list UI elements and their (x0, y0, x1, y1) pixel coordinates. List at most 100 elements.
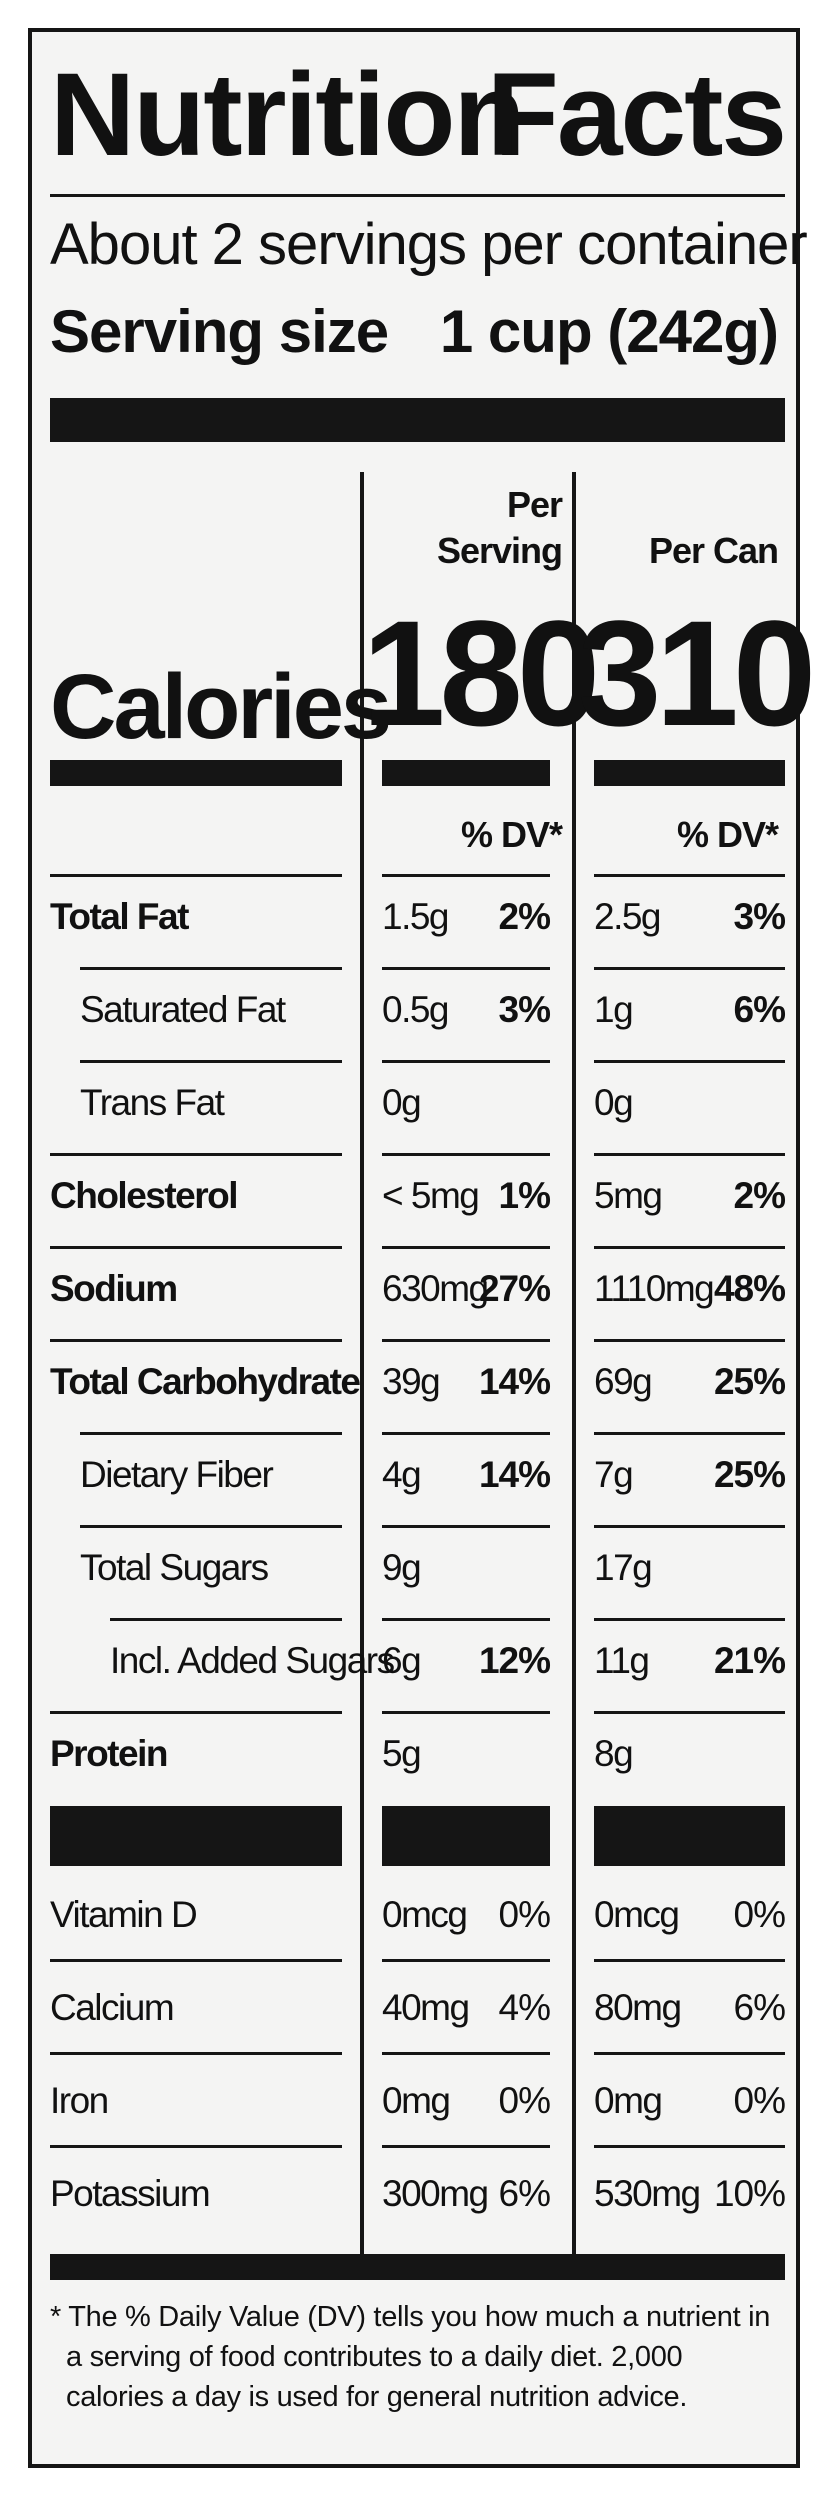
serving-dv: 3% (498, 989, 551, 1030)
calories-per-can: 310 (578, 589, 816, 757)
vitamin-bar-serving (382, 1806, 550, 1866)
serving-dv: 14% (478, 1361, 551, 1402)
vitamin-row-divider-name (50, 2145, 342, 2148)
serving-amount: 39g (382, 1361, 441, 1402)
row-divider-serving (382, 1246, 550, 1249)
nutrient-name: Total Sugars (80, 1547, 269, 1588)
daily-value-footnote: * The % Daily Value (DV) tells you how m… (50, 2297, 790, 2417)
row-divider-can (594, 1711, 785, 1714)
vitamin-name: Calcium (50, 1987, 175, 2028)
column-separator-serving (360, 472, 364, 2254)
nutrient-name: Saturated Fat (80, 989, 286, 1030)
can-amount: 7g (594, 1454, 634, 1495)
nutrient-name: Dietary Fiber (80, 1454, 274, 1495)
row-divider-can (594, 874, 785, 877)
vitamin-name: Iron (50, 2080, 109, 2121)
per-can-header: Per Can (648, 530, 779, 571)
row-divider-name (50, 1711, 342, 1714)
serving-dv: 2% (498, 896, 551, 937)
row-divider-can (594, 967, 785, 970)
row-divider-name (80, 1432, 342, 1435)
vitamin-row-divider-serving (382, 2052, 550, 2055)
footnote-line-1: * The % Daily Value (DV) tells you how m… (50, 2301, 771, 2333)
vitamin-row-divider-name (50, 1959, 342, 1962)
vitamin-can-amount: 0mg (594, 2080, 663, 2121)
nutrient-name: Protein (50, 1733, 168, 1774)
nutrient-name: Incl. Added Sugars (110, 1640, 395, 1681)
row-divider-name (50, 1339, 342, 1342)
can-dv: 25% (713, 1361, 786, 1402)
nutrient-name: Trans Fat (80, 1082, 225, 1123)
thick-divider-bottom (50, 2254, 785, 2280)
row-divider-serving (382, 1525, 550, 1528)
nutrition-facts-panel: Nutrition Facts About 2 servings per con… (28, 28, 816, 2468)
column-separator-can (572, 472, 576, 2254)
serving-amount: 0g (382, 1082, 422, 1123)
row-divider-name (80, 967, 342, 970)
serving-size-value: 1 cup (242g) (439, 298, 779, 365)
vitamin-serving-amount: 0mcg (382, 1894, 468, 1935)
can-amount: 11g (594, 1640, 650, 1681)
vitamin-can-amount: 530mg (594, 2173, 701, 2214)
vitamin-can-dv: 10% (713, 2173, 786, 2214)
vitamin-bar-can (594, 1806, 785, 1866)
row-divider-name (50, 874, 342, 877)
vitamin-row-divider-can (594, 1959, 785, 1962)
serving-amount: 5g (382, 1733, 422, 1774)
row-divider-name (80, 1060, 342, 1063)
vitamin-serving-dv: 4% (498, 1987, 551, 2028)
serving-dv: 12% (478, 1640, 551, 1681)
can-dv: 21% (713, 1640, 786, 1681)
vitamin-serving-amount: 300mg (382, 2173, 489, 2214)
row-divider-name (50, 1153, 342, 1156)
calories-per-serving: 180 (362, 589, 600, 757)
serving-amount: 0.5g (382, 989, 450, 1030)
dv-header-serving: % DV* (460, 814, 563, 855)
can-dv: 6% (733, 989, 786, 1030)
vitamin-row-divider-can (594, 2052, 785, 2055)
can-amount: 8g (594, 1733, 634, 1774)
can-dv: 25% (713, 1454, 786, 1495)
row-divider-can (594, 1153, 785, 1156)
vitamin-row-divider-can (594, 2145, 785, 2148)
row-divider-can (594, 1525, 785, 1528)
row-divider-serving (382, 1060, 550, 1063)
vitamin-row-divider-name (50, 2052, 342, 2055)
vitamin-row-divider-serving (382, 2145, 550, 2148)
vitamin-serving-amount: 40mg (382, 1987, 470, 2028)
row-divider-serving (382, 874, 550, 877)
vitamin-can-amount: 0mcg (594, 1894, 680, 1935)
row-divider-serving (382, 1153, 550, 1156)
calories-bar-can (594, 760, 785, 786)
serving-amount: 1.5g (382, 896, 450, 937)
serving-amount: 630mg (382, 1268, 489, 1309)
per-serving-header-line1: Per (506, 484, 563, 525)
calories-label: Calories (50, 656, 392, 758)
title-word-facts: Facts (486, 49, 787, 181)
footnote-line-3: calories a day is used for general nutri… (66, 2381, 688, 2413)
nutrient-name: Total Carbohydrate (50, 1361, 361, 1402)
vitamin-row-divider-serving (382, 1959, 550, 1962)
can-amount: 1110mg (594, 1268, 715, 1309)
serving-amount: < 5mg (382, 1175, 480, 1216)
per-serving-header: Per Serving (402, 482, 563, 574)
row-divider-can (594, 1246, 785, 1249)
servings-per-container: About 2 servings per container (50, 212, 808, 277)
vitamin-serving-dv: 0% (498, 2080, 551, 2121)
serving-dv: 27% (478, 1268, 551, 1309)
serving-amount: 9g (382, 1547, 422, 1588)
vitamin-name: Potassium (50, 2173, 211, 2214)
row-divider-can (594, 1339, 785, 1342)
nutrient-name: Sodium (50, 1268, 178, 1309)
vitamin-serving-amount: 0mg (382, 2080, 451, 2121)
vitamin-can-dv: 0% (733, 2080, 786, 2121)
vitamin-can-dv: 0% (733, 1894, 786, 1935)
vitamin-name: Vitamin D (50, 1894, 198, 1935)
can-dv: 3% (733, 896, 786, 937)
panel-title: Nutrition Facts (50, 49, 787, 181)
can-dv: 2% (733, 1175, 786, 1216)
serving-dv: 1% (498, 1175, 551, 1216)
can-amount: 0g (594, 1082, 634, 1123)
serving-amount: 4g (382, 1454, 422, 1495)
row-divider-serving (382, 1432, 550, 1435)
